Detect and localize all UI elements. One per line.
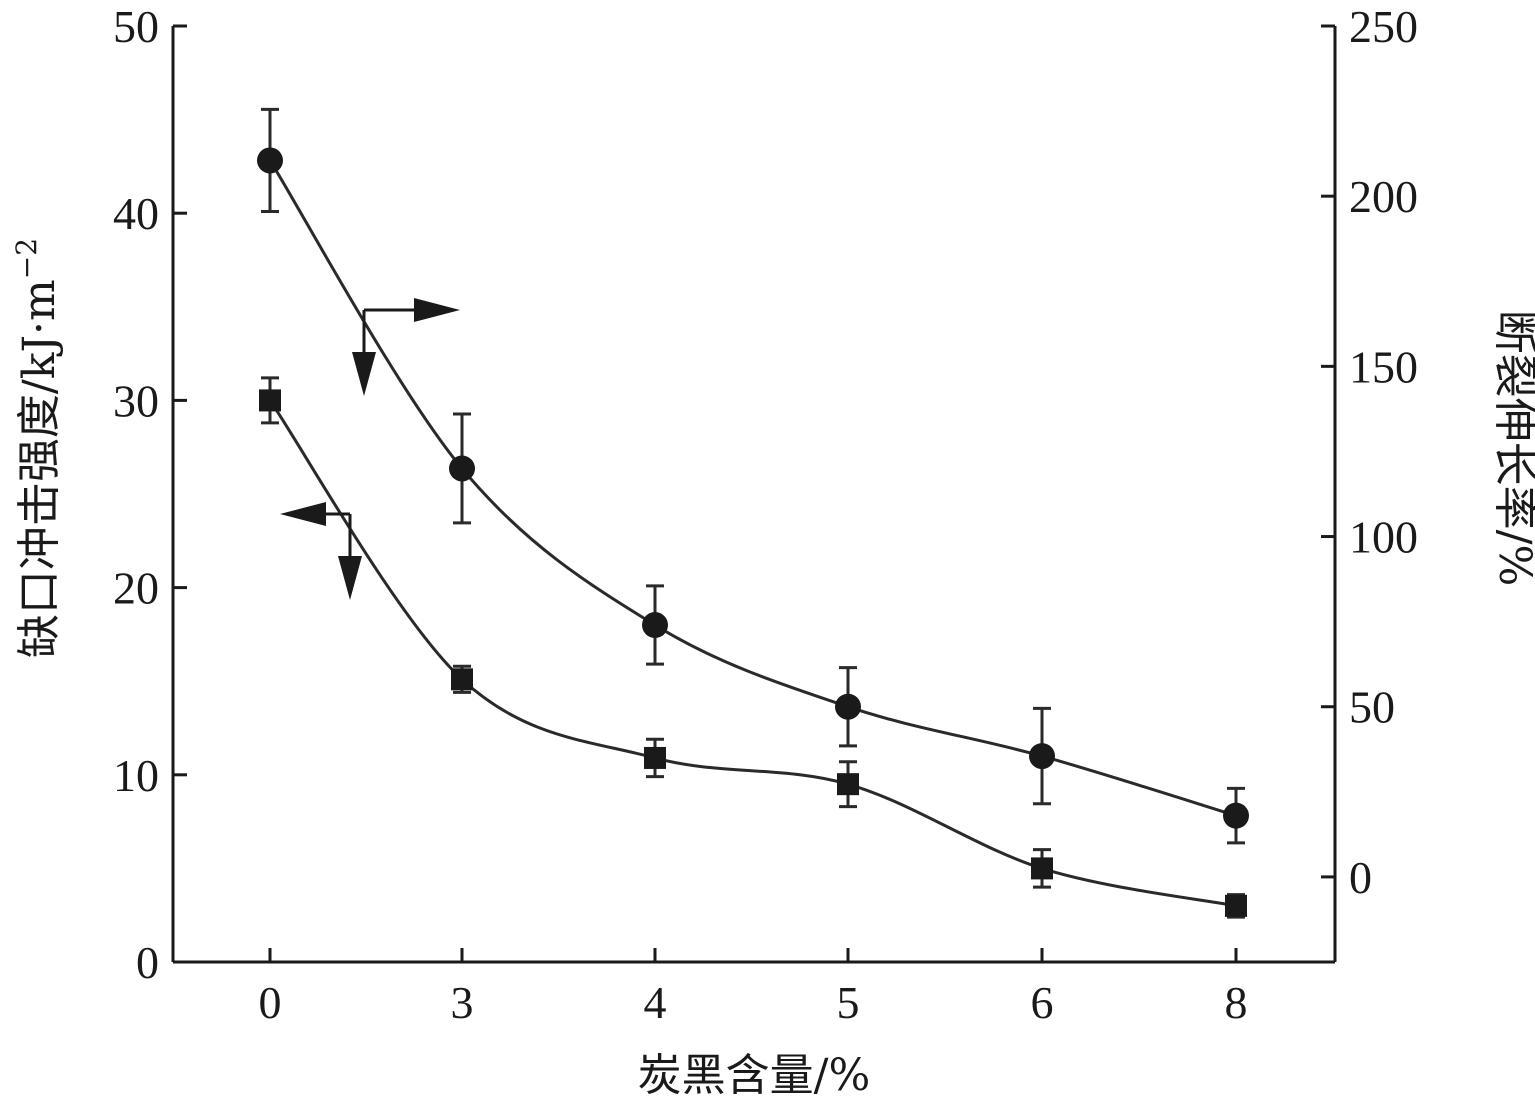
y-right-tick-label: 250 — [1349, 1, 1418, 52]
arrow-head-down — [338, 556, 362, 600]
data-point-square — [1031, 857, 1053, 880]
y-left-tick-label: 40 — [113, 188, 159, 239]
data-point-square — [451, 668, 473, 691]
x-axis-title: 炭黑含量/% — [638, 1050, 871, 1101]
y-right-tick-label: 150 — [1349, 341, 1418, 392]
x-tick-label: 4 — [644, 977, 667, 1028]
y-axis-left-title: 缺口冲击强度/kJ·m−2 — [10, 238, 65, 658]
data-point-circle — [1029, 743, 1055, 770]
data-point-circle — [642, 612, 668, 639]
data-point-square — [644, 746, 666, 769]
y-right-tick-label: 50 — [1349, 682, 1395, 733]
arrow-left-axis-indicator — [280, 502, 362, 600]
series-impact-strength — [259, 376, 1247, 919]
y-right-tick-label: 200 — [1349, 171, 1418, 222]
series-line — [268, 399, 1237, 908]
y-left-tick-label: 10 — [113, 750, 159, 801]
y-axis-right: 0 50 100 150 200 250 — [1321, 1, 1418, 903]
y-right-tick-label: 100 — [1349, 512, 1418, 563]
x-tick-label: 6 — [1031, 977, 1054, 1028]
data-point-circle — [1223, 802, 1249, 829]
axis-indicator-arrows — [280, 298, 460, 600]
y-axis-right-title: 断裂伸长率/% — [1489, 310, 1535, 587]
y-left-tick-label: 30 — [113, 375, 159, 426]
y-left-tick-label: 20 — [113, 563, 159, 614]
plot-frame — [171, 26, 1337, 964]
data-point-circle — [257, 147, 283, 174]
x-tick-label: 0 — [259, 977, 282, 1028]
data-point-square — [259, 389, 281, 412]
y-axis-left: 0 10 20 30 40 50 — [113, 1, 187, 988]
y-left-tick-label: 0 — [136, 937, 159, 988]
x-tick-label: 3 — [451, 977, 474, 1028]
y-axis-left-title-main: 缺口冲击强度/kJ·m — [14, 279, 65, 658]
arrow-head-left — [280, 502, 326, 526]
y-left-tick-label: 50 — [113, 1, 159, 52]
arrow-head-down — [352, 352, 376, 396]
x-tick-label: 8 — [1225, 977, 1248, 1028]
series-layer — [257, 107, 1249, 919]
series-line — [268, 159, 1237, 818]
data-point-square — [837, 773, 859, 796]
y-axis-left-title-superscript: −2 — [10, 238, 43, 279]
x-tick-label: 5 — [837, 977, 860, 1028]
y-right-tick-label: 0 — [1349, 852, 1372, 903]
arrow-head-right — [414, 298, 460, 322]
data-point-circle — [449, 455, 475, 482]
x-axis: 0 3 4 5 6 8 — [259, 948, 1248, 1028]
data-point-circle — [835, 693, 861, 720]
series-elongation — [257, 107, 1249, 845]
arrow-right-axis-indicator — [352, 298, 460, 396]
data-point-square — [1225, 894, 1247, 917]
